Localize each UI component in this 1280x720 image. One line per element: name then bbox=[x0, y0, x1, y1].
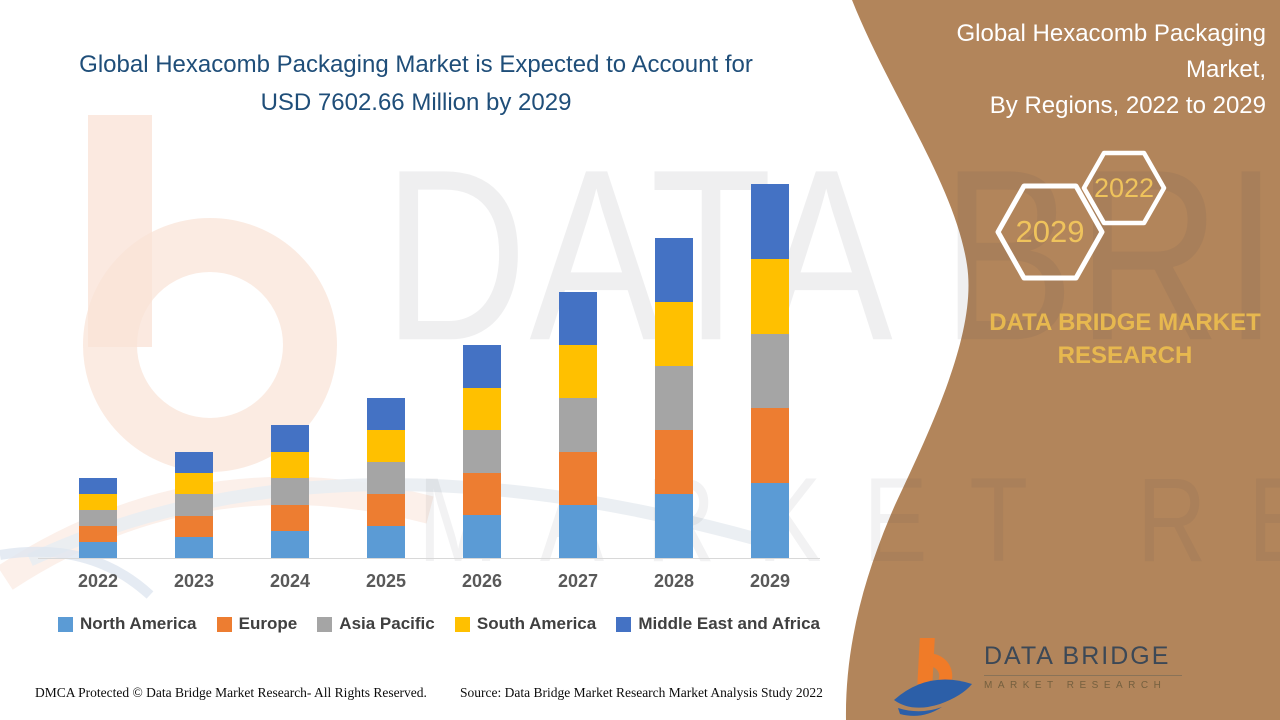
bar-segment-middle-east-and-africa-2028 bbox=[655, 237, 693, 302]
bar-segment-asia-pacific-2028 bbox=[655, 365, 693, 430]
bar-segment-north-america-2029 bbox=[751, 483, 789, 558]
side-panel-title-line2: By Regions, 2022 to 2029 bbox=[989, 92, 1266, 119]
dbmr-logo-subtitle: MARKET RESEARCH bbox=[984, 680, 1167, 691]
legend-label: South America bbox=[476, 614, 597, 633]
bar-segment-north-america-2028 bbox=[655, 493, 693, 558]
bar-segment-asia-pacific-2027 bbox=[559, 398, 597, 452]
x-axis-label-2025: 2025 bbox=[365, 571, 407, 591]
bar-segment-asia-pacific-2029 bbox=[751, 333, 789, 409]
dbmr-logo-name: DATA BRIDGE bbox=[984, 642, 1171, 670]
bar-segment-north-america-2026 bbox=[463, 515, 501, 558]
bar-segment-north-america-2027 bbox=[559, 504, 597, 558]
bar-segment-south-america-2027 bbox=[559, 345, 597, 399]
brand-wordmark-line1: DATA BRIDGE MARKET bbox=[989, 309, 1261, 336]
brand-wordmark: DATA BRIDGE MARKET RESEARCH bbox=[955, 306, 1280, 372]
hexagon-badges: 2022 2029 bbox=[995, 150, 1167, 281]
legend-label: North America bbox=[80, 614, 197, 633]
x-axis-label-2028: 2028 bbox=[653, 571, 695, 591]
dbmr-logo-divider bbox=[984, 675, 1182, 676]
brand-wordmark-line2: RESEARCH bbox=[1057, 342, 1193, 369]
x-axis-label-2027: 2027 bbox=[557, 571, 599, 591]
bar-segment-europe-2028 bbox=[655, 429, 693, 494]
bar-segment-asia-pacific-2022 bbox=[79, 510, 117, 526]
side-panel-shape bbox=[845, 0, 1280, 720]
bar-segment-middle-east-and-africa-2024 bbox=[271, 425, 309, 452]
chart-title-line1: Global Hexacomb Packaging Market is Expe… bbox=[79, 51, 753, 78]
logo-swoosh bbox=[894, 679, 972, 708]
bar-segment-europe-2029 bbox=[751, 408, 789, 484]
legend-swatch-icon bbox=[454, 616, 470, 632]
side-panel-title-line1: Global Hexacomb Packaging Market, bbox=[956, 20, 1266, 83]
x-axis-label-2029: 2029 bbox=[749, 571, 791, 591]
logo-swoosh-tail bbox=[898, 707, 942, 716]
dbmr-logo-text: DATA BRIDGE MARKET RESEARCH bbox=[984, 642, 1184, 691]
chart-title-line2: USD 7602.66 Million by 2029 bbox=[260, 89, 572, 116]
chart-title: Global Hexacomb Packaging Market is Expe… bbox=[40, 46, 792, 122]
hexagon-2022-outline bbox=[1081, 150, 1167, 226]
legend-label: Europe bbox=[238, 614, 298, 633]
bar-segment-south-america-2028 bbox=[655, 301, 693, 366]
bar-segment-asia-pacific-2024 bbox=[271, 478, 309, 505]
bar-segment-middle-east-and-africa-2029 bbox=[751, 184, 789, 259]
x-axis-label-2024: 2024 bbox=[269, 571, 311, 591]
legend-item-europe: Europe bbox=[216, 614, 298, 634]
legend-swatch-icon bbox=[616, 616, 632, 632]
hexagon-2029-outline bbox=[995, 183, 1105, 281]
x-axis-label-2026: 2026 bbox=[461, 571, 503, 591]
bar-segment-middle-east-and-africa-2023 bbox=[175, 451, 213, 474]
bar-segment-south-america-2024 bbox=[271, 451, 309, 479]
bar-segment-south-america-2022 bbox=[79, 494, 117, 510]
bar-segment-asia-pacific-2023 bbox=[175, 494, 213, 516]
side-panel-title: Global Hexacomb Packaging Market, By Reg… bbox=[880, 16, 1266, 124]
bar-segment-middle-east-and-africa-2027 bbox=[559, 291, 597, 346]
legend-item-asia-pacific: Asia Pacific bbox=[317, 614, 435, 634]
bar-segment-europe-2026 bbox=[463, 472, 501, 516]
bar-segment-asia-pacific-2025 bbox=[367, 461, 405, 494]
legend-item-middle-east-and-africa: Middle East and Africa bbox=[616, 614, 820, 634]
dbmr-logo-icon bbox=[894, 638, 972, 716]
x-axis-label-2023: 2023 bbox=[173, 571, 215, 591]
hexagon-2022-label: 2022 bbox=[1094, 173, 1154, 203]
hexagon-2029-label: 2029 bbox=[1016, 214, 1085, 249]
footer-dmca-text: DMCA Protected © Data Bridge Market Rese… bbox=[35, 685, 427, 700]
legend-label: Middle East and Africa bbox=[638, 614, 820, 633]
legend-item-south-america: South America bbox=[454, 614, 597, 634]
legend-item-north-america: North America bbox=[58, 614, 197, 634]
legend-swatch-icon bbox=[317, 616, 333, 632]
legend-label: Asia Pacific bbox=[339, 614, 435, 633]
bar-segment-europe-2027 bbox=[559, 451, 597, 505]
bar-segment-south-america-2023 bbox=[175, 473, 213, 495]
x-axis-line bbox=[38, 558, 820, 559]
bar-segment-europe-2025 bbox=[367, 493, 405, 526]
x-axis-label-2022: 2022 bbox=[77, 571, 119, 591]
bar-segment-middle-east-and-africa-2025 bbox=[367, 397, 405, 430]
chart-legend: North America Europe Asia Pacific South Ame… bbox=[58, 614, 820, 634]
legend-swatch-icon bbox=[58, 616, 73, 632]
dbmr-footer-logo: DATA BRIDGE MARKET RESEARCH bbox=[890, 632, 1190, 717]
footer-source-text: Source: Data Bridge Market Research Mark… bbox=[460, 685, 823, 700]
bar-segment-south-america-2029 bbox=[751, 258, 789, 334]
bar-segment-asia-pacific-2026 bbox=[463, 430, 501, 473]
bar-segment-north-america-2023 bbox=[175, 536, 213, 558]
bar-segment-south-america-2025 bbox=[367, 429, 405, 462]
bar-segment-europe-2022 bbox=[79, 526, 117, 542]
bar-segment-south-america-2026 bbox=[463, 387, 501, 431]
bar-segment-europe-2023 bbox=[175, 515, 213, 537]
bar-segment-north-america-2022 bbox=[79, 542, 117, 558]
legend-swatch-icon bbox=[216, 616, 232, 632]
bar-segment-north-america-2024 bbox=[271, 531, 309, 558]
bar-segment-middle-east-and-africa-2022 bbox=[79, 478, 117, 494]
bar-segment-europe-2024 bbox=[271, 504, 309, 532]
bar-segment-north-america-2025 bbox=[367, 525, 405, 558]
logo-b-stem bbox=[917, 638, 935, 684]
bar-segment-middle-east-and-africa-2026 bbox=[463, 344, 501, 388]
